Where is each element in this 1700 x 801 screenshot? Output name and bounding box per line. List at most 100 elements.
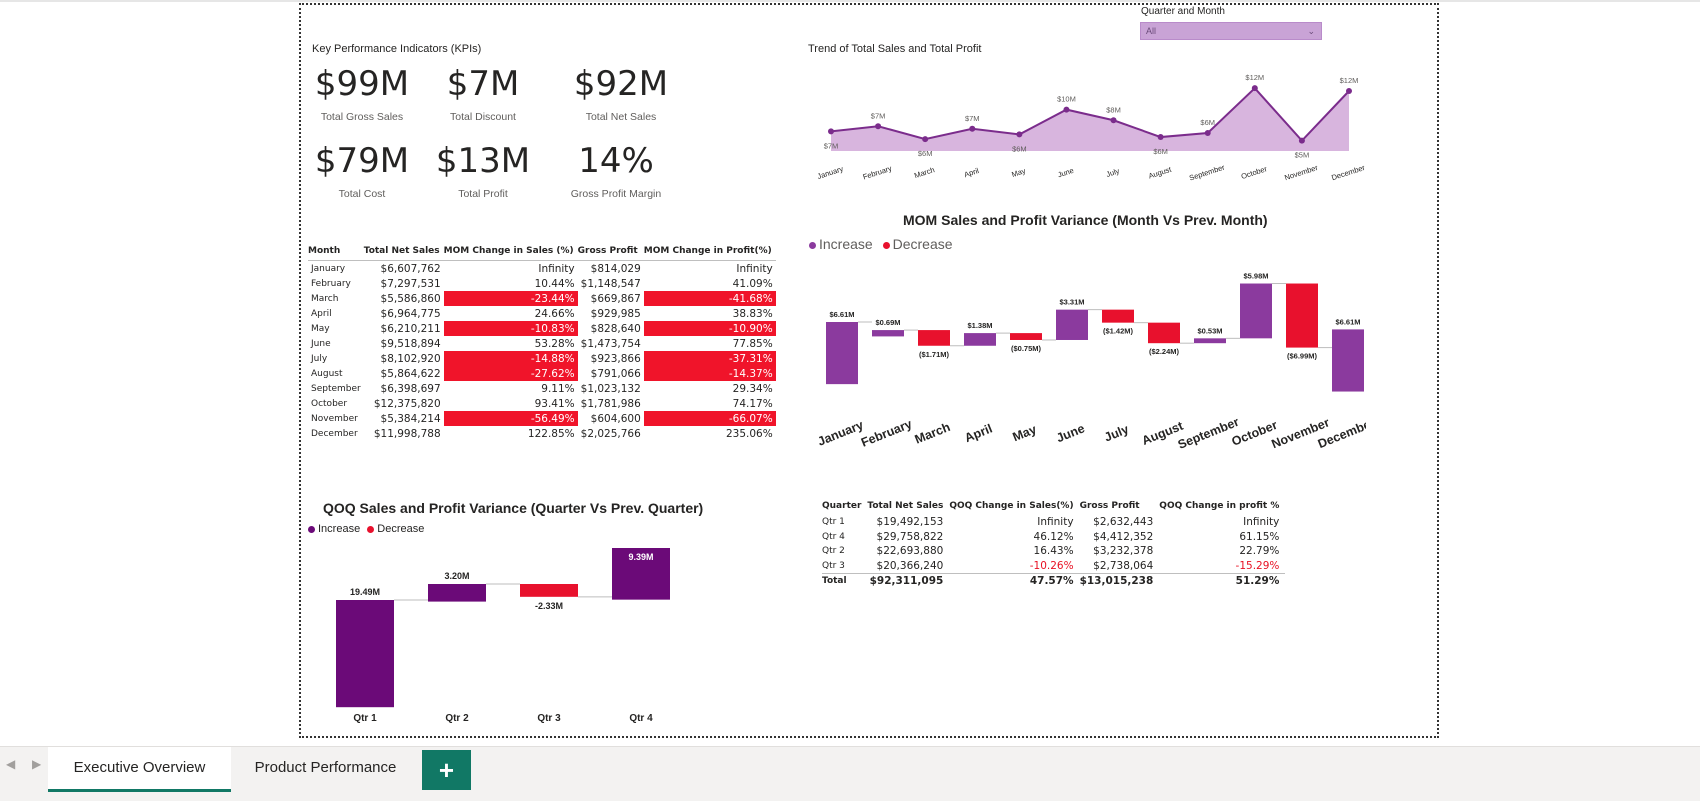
mom-bar[interactable] [1194, 338, 1226, 344]
qoq-waterfall-chart[interactable]: 19.49M Qtr 1 3.20M Qtr 2 -2.33M Qtr 3 9.39M Qtr… [321, 540, 701, 730]
mom-bar[interactable] [1102, 309, 1134, 323]
decrease-dot-icon [367, 525, 375, 533]
monthly-header-cell[interactable]: Gross Profit [577, 246, 644, 261]
mom-axis-label: July [1102, 422, 1130, 444]
kpi-discount-label: Total Discount [450, 111, 516, 123]
table-cell: $8,102,920 [380, 352, 441, 365]
table-cell: $2,632,443 [1093, 516, 1154, 529]
trend-point[interactable] [1298, 137, 1305, 144]
table-row: December $11,998,788 122.85% $2,025,766 235.… [308, 426, 776, 441]
trend-point[interactable] [1016, 131, 1023, 138]
trend-point[interactable] [1251, 85, 1258, 92]
quarter-header-cell[interactable]: Total Net Sales [867, 501, 944, 511]
tab-executive-overview[interactable]: Executive Overview [48, 747, 231, 792]
table-cell: September [311, 383, 361, 394]
table-cell: Qtr 1 [822, 517, 845, 528]
trend-point[interactable] [969, 125, 976, 132]
qoq-bar[interactable] [520, 584, 578, 597]
monthly-header-cell[interactable]: Month [308, 246, 364, 261]
table-row: June $9,518,894 53.28% $1,473,754 77.85% [308, 336, 776, 351]
chevron-right-icon[interactable]: ▶ [32, 757, 42, 771]
slicer-title: Quarter and Month [1141, 6, 1225, 17]
tab-product-performance[interactable]: Product Performance [254, 759, 397, 776]
trend-axis-label: September [1188, 163, 1226, 183]
trend-data-label: $6M [918, 149, 933, 158]
table-cell: $2,738,064 [1093, 559, 1154, 572]
mom-bar[interactable] [1286, 283, 1318, 348]
trend-point[interactable] [1110, 117, 1117, 124]
qoq-chart-title: QOQ Sales and Profit Variance (Quarter V… [323, 500, 704, 516]
trend-point[interactable] [1157, 134, 1164, 141]
table-cell: Qtr 4 [822, 531, 845, 542]
quarter-header-cell[interactable]: Quarter [822, 501, 862, 511]
table-cell: $20,366,240 [876, 559, 944, 572]
trend-point[interactable] [1063, 106, 1070, 113]
table-cell: June [311, 338, 331, 349]
mom-bar[interactable] [1148, 322, 1180, 344]
quarter-header-cell[interactable]: Gross Profit [1079, 501, 1140, 511]
mom-data-label: $3.31M [1059, 298, 1084, 307]
trend-chart-title: Trend of Total Sales and Total Profit [808, 43, 982, 55]
quarter-header-cell[interactable]: QOQ Change in Sales(%) [949, 501, 1074, 511]
trend-point[interactable] [922, 136, 929, 143]
qoq-bar[interactable] [612, 548, 670, 600]
table-cell: $5,586,860 [380, 292, 441, 305]
table-cell: -23.44% [443, 291, 578, 306]
qoq-bar[interactable] [336, 600, 394, 708]
trend-point[interactable] [828, 128, 834, 135]
trend-point[interactable] [1204, 130, 1211, 136]
table-cell: 38.83% [732, 307, 773, 320]
table-cell: May [311, 323, 330, 334]
mom-bar[interactable] [1332, 329, 1364, 392]
table-row: Qtr 1 $19,492,153 Infinity $2,632,443 Infini… [822, 515, 1285, 530]
quarter-table: Quarter Total Net Sales QOQ Change in Sale… [822, 501, 1286, 589]
table-row: February $7,297,531 10.44% $1,148,547 41.09% [308, 276, 776, 291]
monthly-header-cell[interactable]: Total Net Sales [363, 246, 444, 261]
trend-data-label: $5M [1295, 151, 1310, 160]
monthly-header-cell[interactable]: MOM Change in Sales (%) [443, 246, 578, 261]
monthly-header-cell[interactable]: MOM Change in Profit(%) [643, 246, 776, 261]
quarter-table-container: Quarter Total Net Sales QOQ Change in Sale… [822, 501, 1286, 589]
table-cell: 122.85% [527, 427, 575, 440]
table-cell: -10.26% [1029, 559, 1074, 572]
chevron-down-icon[interactable]: ⌄ [1307, 26, 1315, 36]
mom-legend: Increase Decrease [809, 236, 953, 252]
top-divider [0, 0, 1700, 2]
trend-data-label: $12M [1340, 76, 1359, 85]
table-cell: 51.29% [1159, 573, 1286, 589]
chevron-left-icon[interactable]: ◀ [6, 757, 16, 771]
table-cell: Qtr 3 [822, 560, 845, 571]
mom-bar[interactable] [1056, 309, 1088, 340]
qoq-bar[interactable] [428, 584, 486, 602]
qoq-axis-label: Qtr 3 [537, 713, 561, 724]
quarter-header-cell[interactable]: QOQ Change in profit % [1159, 501, 1280, 511]
kpi-cost-value: $79M [314, 141, 410, 181]
mom-bar[interactable] [826, 322, 858, 385]
trend-axis-label: April [963, 166, 980, 179]
kpi-gross-sales-label: Total Gross Sales [320, 111, 404, 123]
table-cell: February [311, 278, 351, 289]
trend-axis-label: May [1010, 166, 1026, 179]
trend-point[interactable] [875, 123, 882, 130]
slicer-value: All [1146, 26, 1157, 36]
mom-bar[interactable] [1240, 283, 1272, 339]
table-cell: -41.68% [643, 291, 776, 306]
quarter-month-slicer[interactable]: All ⌄ [1140, 22, 1322, 40]
table-cell: 77.85% [732, 337, 773, 350]
table-cell: 24.66% [534, 307, 575, 320]
table-cell: Infinity [1243, 516, 1280, 529]
mom-bar[interactable] [872, 330, 904, 337]
table-row: Qtr 2 $22,693,880 16.43% $3,232,378 22.79% [822, 544, 1285, 559]
mom-bar[interactable] [918, 330, 950, 346]
mom-bar[interactable] [1010, 333, 1042, 340]
plus-icon[interactable]: + [422, 750, 471, 790]
table-cell: 22.79% [1239, 545, 1280, 558]
mom-waterfall-chart[interactable]: $6.61M January $0.69M February ($1.71M) March… [806, 257, 1366, 467]
qoq-data-label: 9.39M [628, 552, 653, 562]
mom-chart-title: MOM Sales and Profit Variance (Month Vs … [903, 212, 1268, 228]
trend-chart[interactable]: $7M January $7M February $6M March $7M April $6M… [801, 59, 1381, 195]
table-cell: $929,985 [590, 307, 641, 320]
trend-point[interactable] [1346, 88, 1352, 94]
table-cell: $29,758,822 [876, 530, 944, 543]
mom-bar[interactable] [964, 333, 996, 346]
